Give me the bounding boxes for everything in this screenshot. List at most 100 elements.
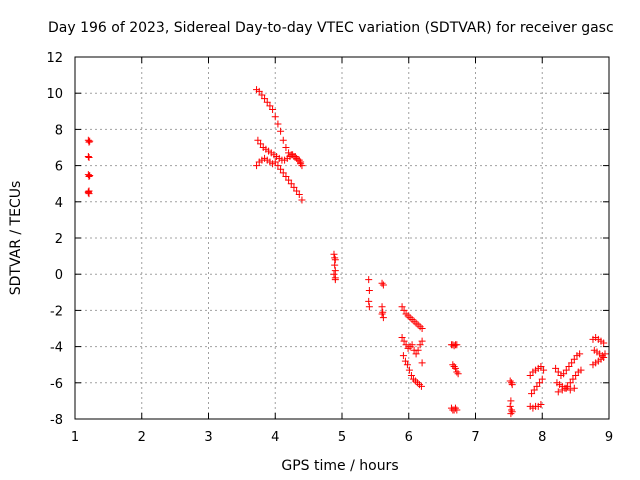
data-point xyxy=(506,377,514,385)
data-point xyxy=(274,120,282,128)
data-point xyxy=(526,372,534,380)
series-cluster-8.8h xyxy=(589,334,609,369)
data-point xyxy=(450,363,458,371)
data-point xyxy=(600,339,608,347)
data-point xyxy=(379,281,387,289)
data-markers xyxy=(84,86,609,418)
data-point xyxy=(402,341,410,349)
data-point xyxy=(254,136,262,144)
data-point xyxy=(365,276,373,284)
data-point xyxy=(85,153,93,161)
data-point xyxy=(378,303,386,311)
data-point xyxy=(403,361,411,369)
data-point xyxy=(331,256,339,264)
data-point xyxy=(418,337,426,345)
data-point xyxy=(85,172,93,180)
data-point xyxy=(566,386,574,394)
data-point xyxy=(507,410,515,418)
data-point xyxy=(407,372,415,380)
data-point xyxy=(84,136,92,144)
series-cluster-5.9-6.2h-lower xyxy=(399,352,426,390)
data-point xyxy=(86,172,94,180)
y-tick-label: -8 xyxy=(50,413,63,428)
series-cluster-3.7-4.4h-middle xyxy=(254,136,306,170)
data-point xyxy=(528,390,536,398)
data-point xyxy=(508,408,516,416)
data-point xyxy=(295,191,303,199)
data-point xyxy=(365,286,373,294)
data-point xyxy=(274,162,282,170)
data-point xyxy=(379,314,387,322)
data-point xyxy=(453,368,461,376)
data-point xyxy=(86,137,94,145)
data-point xyxy=(577,366,585,374)
data-point xyxy=(291,153,299,161)
data-point xyxy=(365,297,373,305)
chart-title: Day 196 of 2023, Sidereal Day-to-day VTE… xyxy=(48,20,614,36)
data-point xyxy=(285,176,293,184)
data-point xyxy=(600,353,608,361)
data-point xyxy=(508,379,516,387)
data-point xyxy=(576,350,584,358)
data-point xyxy=(330,250,338,258)
y-tick-label: 4 xyxy=(55,196,63,211)
data-point xyxy=(84,171,92,179)
data-point xyxy=(530,386,538,394)
series-cluster-7.8-8.1h xyxy=(526,363,548,412)
data-point xyxy=(451,364,459,372)
y-tick-label: -6 xyxy=(50,377,63,392)
data-point xyxy=(506,402,514,410)
data-point xyxy=(562,366,570,374)
data-point xyxy=(253,162,261,170)
x-tick-label: 6 xyxy=(405,430,413,445)
data-point xyxy=(560,370,568,378)
data-point xyxy=(508,381,516,389)
data-point xyxy=(399,352,407,360)
data-point xyxy=(416,341,424,349)
data-point xyxy=(508,406,516,414)
data-point xyxy=(378,310,386,318)
data-point xyxy=(279,169,287,177)
series-cluster-5.9-6.2h-upper xyxy=(398,303,426,332)
data-point xyxy=(454,370,462,378)
data-point xyxy=(277,165,285,173)
data-point xyxy=(405,366,413,374)
series-cluster-8.2-8.6h xyxy=(552,350,585,396)
data-point xyxy=(271,158,279,166)
data-point xyxy=(85,187,93,195)
data-point xyxy=(569,375,577,383)
data-point xyxy=(564,382,572,390)
x-tick-label: 5 xyxy=(338,430,346,445)
data-point xyxy=(261,95,269,103)
data-point xyxy=(378,279,386,287)
y-tick-label: -2 xyxy=(50,304,63,319)
data-point xyxy=(258,91,266,99)
data-point xyxy=(331,261,339,269)
x-tick-label: 8 xyxy=(538,430,546,445)
data-point xyxy=(277,127,285,135)
data-point xyxy=(568,359,576,367)
data-point xyxy=(271,113,279,121)
data-point xyxy=(601,350,609,358)
data-point xyxy=(287,180,295,188)
series-cluster-3.7-4.4h-lower xyxy=(253,154,306,204)
data-point xyxy=(565,363,573,371)
data-point xyxy=(84,188,92,196)
y-tick-label: 0 xyxy=(55,268,63,283)
data-point xyxy=(533,382,541,390)
y-tick-label: 12 xyxy=(46,51,63,66)
data-point xyxy=(365,303,373,311)
data-point xyxy=(266,102,274,110)
data-point xyxy=(379,308,387,316)
x-tick-label: 3 xyxy=(204,430,212,445)
series-cluster-7.5h xyxy=(506,377,516,418)
data-point xyxy=(263,98,271,106)
data-point xyxy=(507,397,515,405)
y-tick-label: 6 xyxy=(55,160,63,175)
data-point xyxy=(570,355,578,363)
y-tick-label: 2 xyxy=(55,232,63,247)
data-point xyxy=(449,361,457,369)
data-point xyxy=(257,140,265,148)
data-point xyxy=(572,372,580,380)
